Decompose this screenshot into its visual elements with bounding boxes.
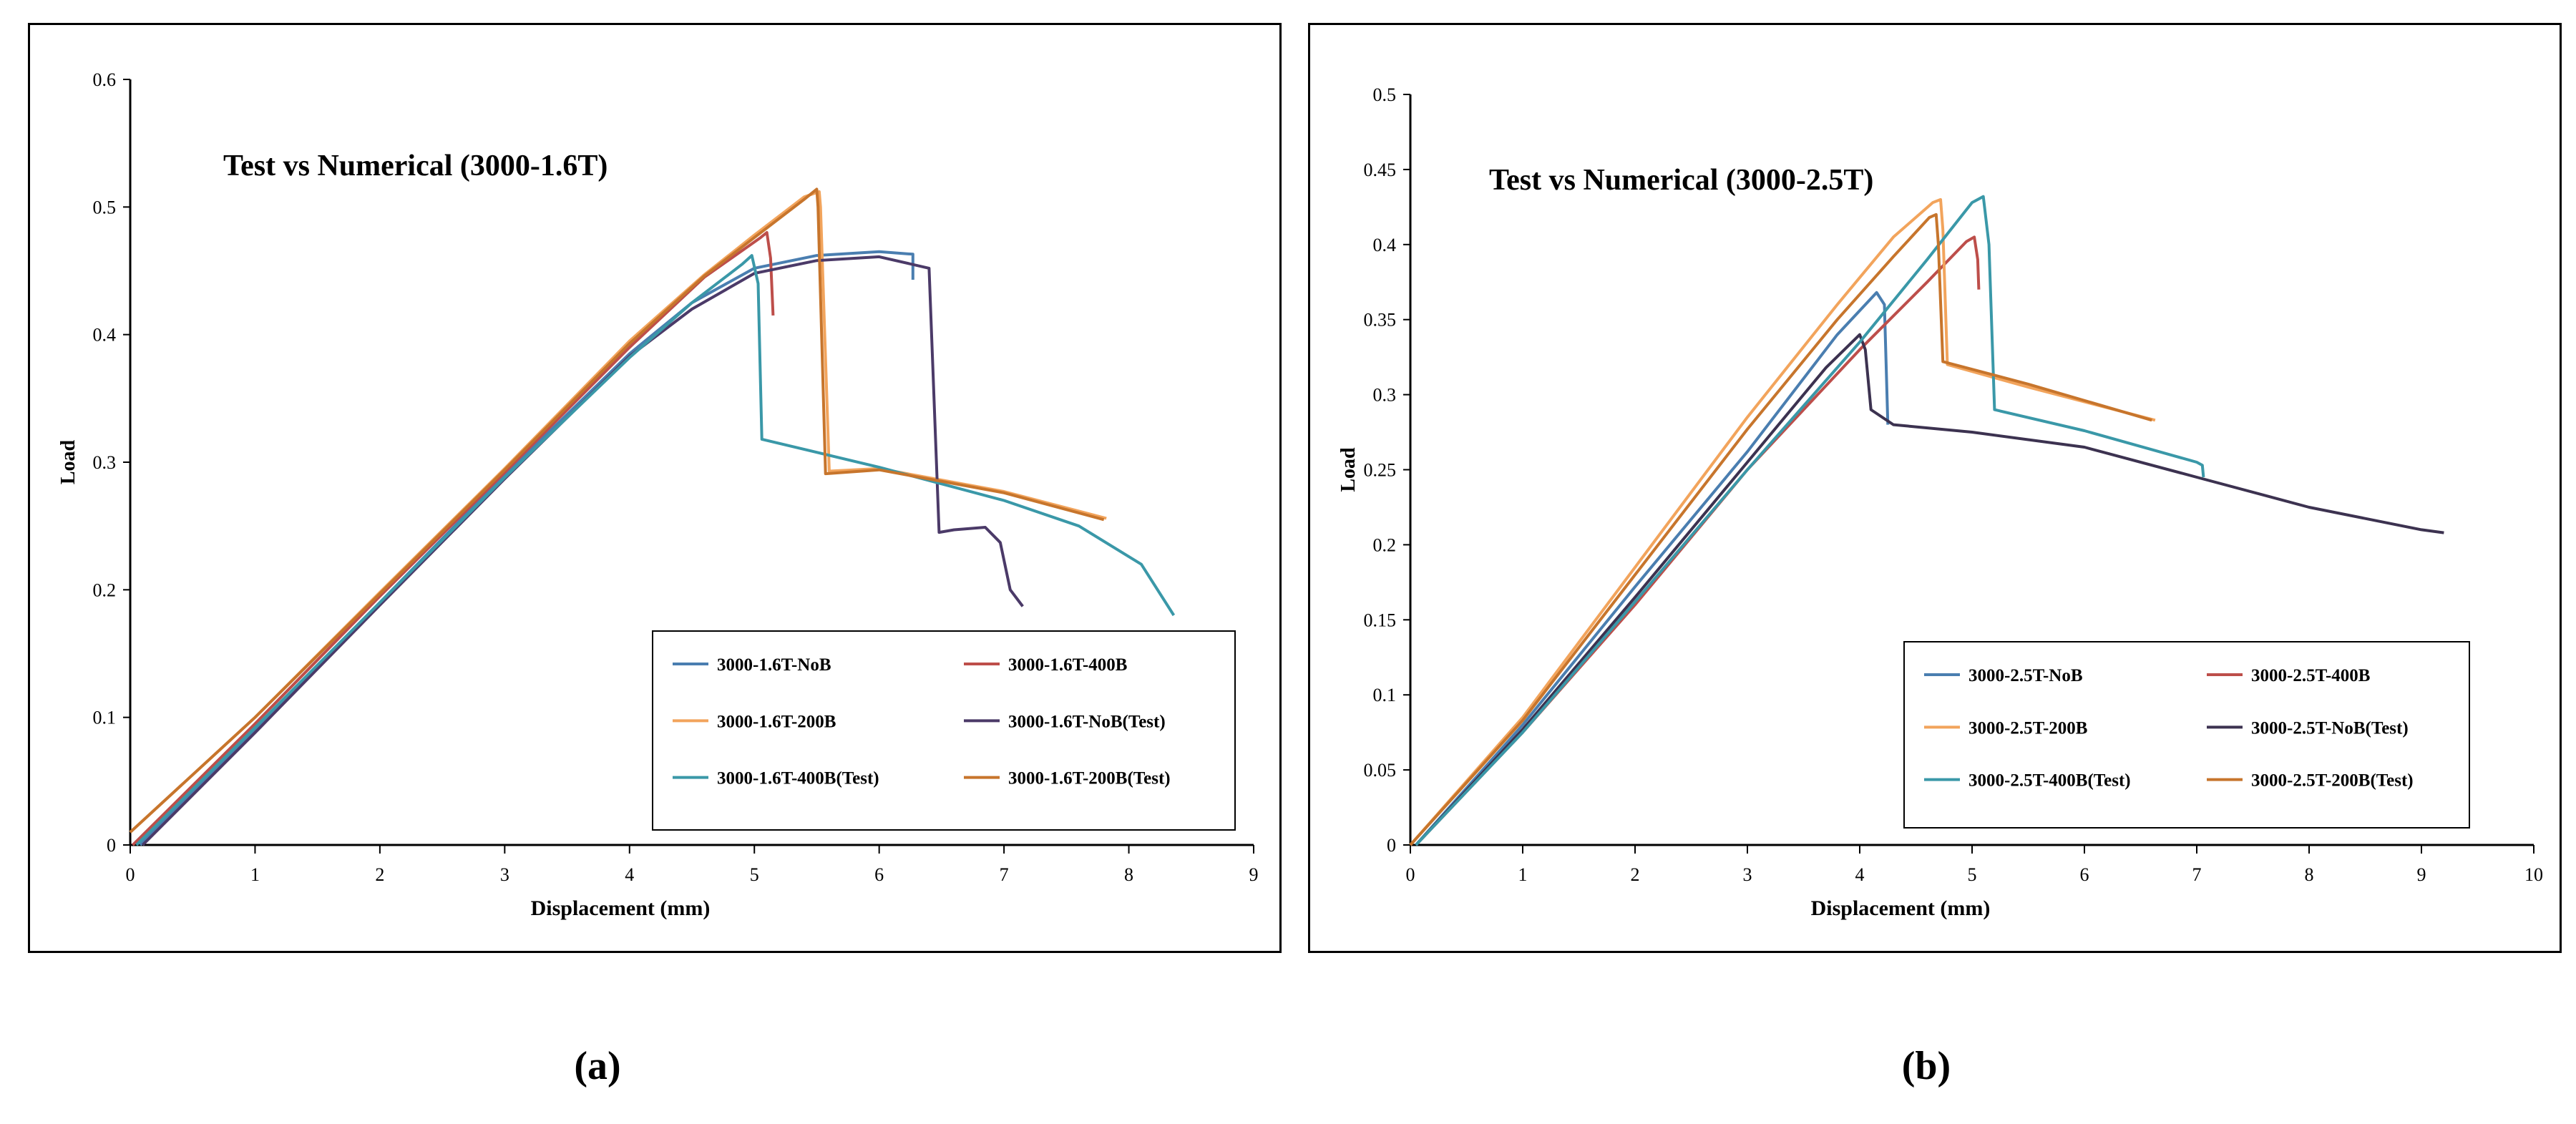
x-tick-label-b: 1 bbox=[1518, 864, 1528, 885]
x-tick-label-b: 4 bbox=[1855, 864, 1865, 885]
x-tick-label-b: 8 bbox=[2305, 864, 2314, 885]
x-tick-label-b: 6 bbox=[2080, 864, 2089, 885]
legend-box-b bbox=[1903, 641, 2470, 829]
x-tick-label-a: 2 bbox=[375, 864, 384, 885]
y-tick-label-b: 0.5 bbox=[1373, 84, 1397, 105]
x-tick-label-a: 1 bbox=[250, 864, 260, 885]
y-axis-label-a: Load bbox=[57, 439, 79, 484]
y-tick-label-b: 0.1 bbox=[1373, 685, 1397, 705]
series-line-a-2 bbox=[132, 231, 775, 846]
legend-label-a-2: 3000-1.6T-400B bbox=[1008, 655, 1127, 675]
legend-label-a-5: 3000-1.6T-400B(Test) bbox=[717, 769, 879, 788]
figure-label-b: (b) bbox=[1901, 1044, 1951, 1088]
series-line-b-3 bbox=[1409, 197, 2156, 846]
x-axis-label-b: Displacement (mm) bbox=[1811, 896, 1991, 920]
y-tick-label-b: 0.25 bbox=[1364, 460, 1397, 481]
chart-panel-b: 0 1 2 3 4 5 6 7 8 9 10 0 0.05 0.1 0.15 0.2 0.25 0.3 0.35 0.… bbox=[1308, 23, 2562, 953]
y-tick-label-b: 0.45 bbox=[1364, 160, 1397, 180]
figure-label-a: (a) bbox=[574, 1044, 621, 1088]
x-tick-label-a: 9 bbox=[1249, 864, 1259, 885]
legend-label-b-3: 3000-2.5T-200B bbox=[1968, 718, 2087, 738]
x-tick-label-a: 4 bbox=[625, 864, 634, 885]
legend-label-a-1: 3000-1.6T-NoB bbox=[717, 655, 831, 675]
y-tick-label-b: 0.05 bbox=[1364, 760, 1397, 781]
legend-label-b-5: 3000-2.5T-400B(Test) bbox=[1968, 771, 2131, 791]
chart-b-svg: 0 1 2 3 4 5 6 7 8 9 10 0 0.05 0.1 0.15 0.2 0.25 0.3 0.35 0.… bbox=[1337, 84, 2543, 920]
y-tick-label-b: 0.15 bbox=[1364, 610, 1397, 630]
x-tick-label-b: 0 bbox=[1406, 864, 1415, 885]
x-tick-label-b: 7 bbox=[2192, 864, 2202, 885]
x-tick-label-a: 5 bbox=[750, 864, 759, 885]
y-tick-label-b: 0.35 bbox=[1364, 310, 1397, 331]
x-tick-label-a: 6 bbox=[874, 864, 884, 885]
x-tick-label-a: 7 bbox=[1000, 864, 1009, 885]
x-axis-label-a: Displacement (mm) bbox=[531, 896, 711, 920]
x-tick-label-b: 9 bbox=[2417, 864, 2426, 885]
y-tick-label-b: 0 bbox=[1387, 835, 1396, 856]
x-tick-label-a: 3 bbox=[500, 864, 509, 885]
x-tick-label-a: 0 bbox=[126, 864, 135, 885]
y-tick-label-a: 0.6 bbox=[93, 69, 117, 90]
x-tick-label-b: 5 bbox=[1968, 864, 1977, 885]
y-tick-label-a: 0.3 bbox=[93, 452, 117, 473]
legend-label-b-2: 3000-2.5T-400B bbox=[2251, 666, 2370, 685]
legend-label-a-4: 3000-1.6T-NoB(Test) bbox=[1008, 712, 1166, 731]
legend-label-b-4: 3000-2.5T-NoB(Test) bbox=[2251, 718, 2409, 738]
x-tick-label-b: 3 bbox=[1743, 864, 1752, 885]
chart-a-svg: 0 1 2 3 4 5 6 7 8 9 0 0.1 0.2 0.3 0.4 0.5 0.6 Displacemen… bbox=[57, 69, 1259, 920]
y-tick-label-a: 0.1 bbox=[93, 708, 117, 728]
chart-title-b: Test vs Numerical (3000-2.5T) bbox=[1489, 164, 1873, 197]
x-tick-label-b: 2 bbox=[1631, 864, 1640, 885]
chart-panel-a: 0 1 2 3 4 5 6 7 8 9 0 0.1 0.2 0.3 0.4 0.5 0.6 Displacemen… bbox=[28, 23, 1282, 953]
legend-box-a bbox=[652, 630, 1236, 831]
y-tick-label-a: 0.5 bbox=[93, 197, 117, 218]
chart-title-a: Test vs Numerical (3000-1.6T) bbox=[223, 150, 608, 182]
series-line-b-6 bbox=[1409, 212, 2152, 846]
x-tick-label-a: 8 bbox=[1124, 864, 1133, 885]
series-line-b-4 bbox=[1415, 333, 2444, 846]
legend-label-b-6: 3000-2.5T-200B(Test) bbox=[2251, 771, 2414, 791]
series-line-a-5 bbox=[135, 254, 1176, 846]
y-axis-label-b: Load bbox=[1337, 447, 1360, 492]
y-tick-label-b: 0.4 bbox=[1373, 235, 1397, 255]
y-tick-label-a: 0.4 bbox=[93, 325, 117, 346]
y-tick-label-a: 0 bbox=[107, 835, 116, 856]
series-line-b-1 bbox=[1415, 290, 1890, 846]
series-line-a-6 bbox=[129, 187, 1105, 834]
y-tick-label-a: 0.2 bbox=[93, 580, 117, 600]
series-line-b-5 bbox=[1415, 195, 2205, 846]
legend-label-a-6: 3000-1.6T-200B(Test) bbox=[1008, 769, 1171, 788]
x-tick-label-b: 10 bbox=[2524, 864, 2543, 885]
legend-label-b-1: 3000-2.5T-NoB bbox=[1968, 666, 2083, 685]
y-tick-label-b: 0.3 bbox=[1373, 385, 1397, 406]
y-tick-label-b: 0.2 bbox=[1373, 534, 1397, 555]
legend-label-a-3: 3000-1.6T-200B bbox=[717, 712, 836, 731]
